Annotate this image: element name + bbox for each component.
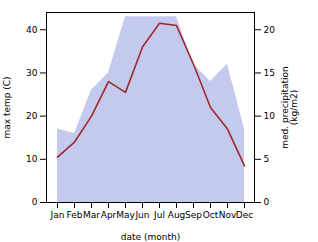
svg-text:0: 0 bbox=[264, 197, 270, 207]
svg-text:max temp (C): max temp (C) bbox=[2, 76, 12, 138]
svg-text:Dec: Dec bbox=[236, 210, 253, 220]
svg-text:Mar: Mar bbox=[83, 210, 100, 220]
svg-text:Feb: Feb bbox=[67, 210, 83, 220]
svg-text:Jul: Jul bbox=[153, 210, 165, 220]
svg-text:Sep: Sep bbox=[185, 210, 202, 220]
svg-text:0: 0 bbox=[32, 197, 38, 207]
svg-text:Jan: Jan bbox=[50, 210, 65, 220]
svg-text:5: 5 bbox=[264, 154, 270, 164]
svg-text:10: 10 bbox=[264, 111, 276, 121]
svg-text:Nov: Nov bbox=[219, 210, 237, 220]
svg-text:May: May bbox=[116, 210, 135, 220]
svg-text:date (month): date (month) bbox=[121, 232, 180, 242]
svg-text:med. precipitation(kg/m2): med. precipitation(kg/m2) bbox=[280, 66, 299, 148]
svg-text:Apr: Apr bbox=[101, 210, 117, 220]
svg-text:20: 20 bbox=[26, 111, 38, 121]
svg-text:40: 40 bbox=[26, 25, 38, 35]
svg-text:Jun: Jun bbox=[134, 210, 149, 220]
svg-text:Aug: Aug bbox=[168, 210, 186, 220]
svg-text:15: 15 bbox=[264, 68, 275, 78]
svg-text:20: 20 bbox=[264, 25, 276, 35]
svg-text:Oct: Oct bbox=[203, 210, 219, 220]
svg-text:10: 10 bbox=[26, 154, 38, 164]
svg-text:30: 30 bbox=[26, 68, 38, 78]
